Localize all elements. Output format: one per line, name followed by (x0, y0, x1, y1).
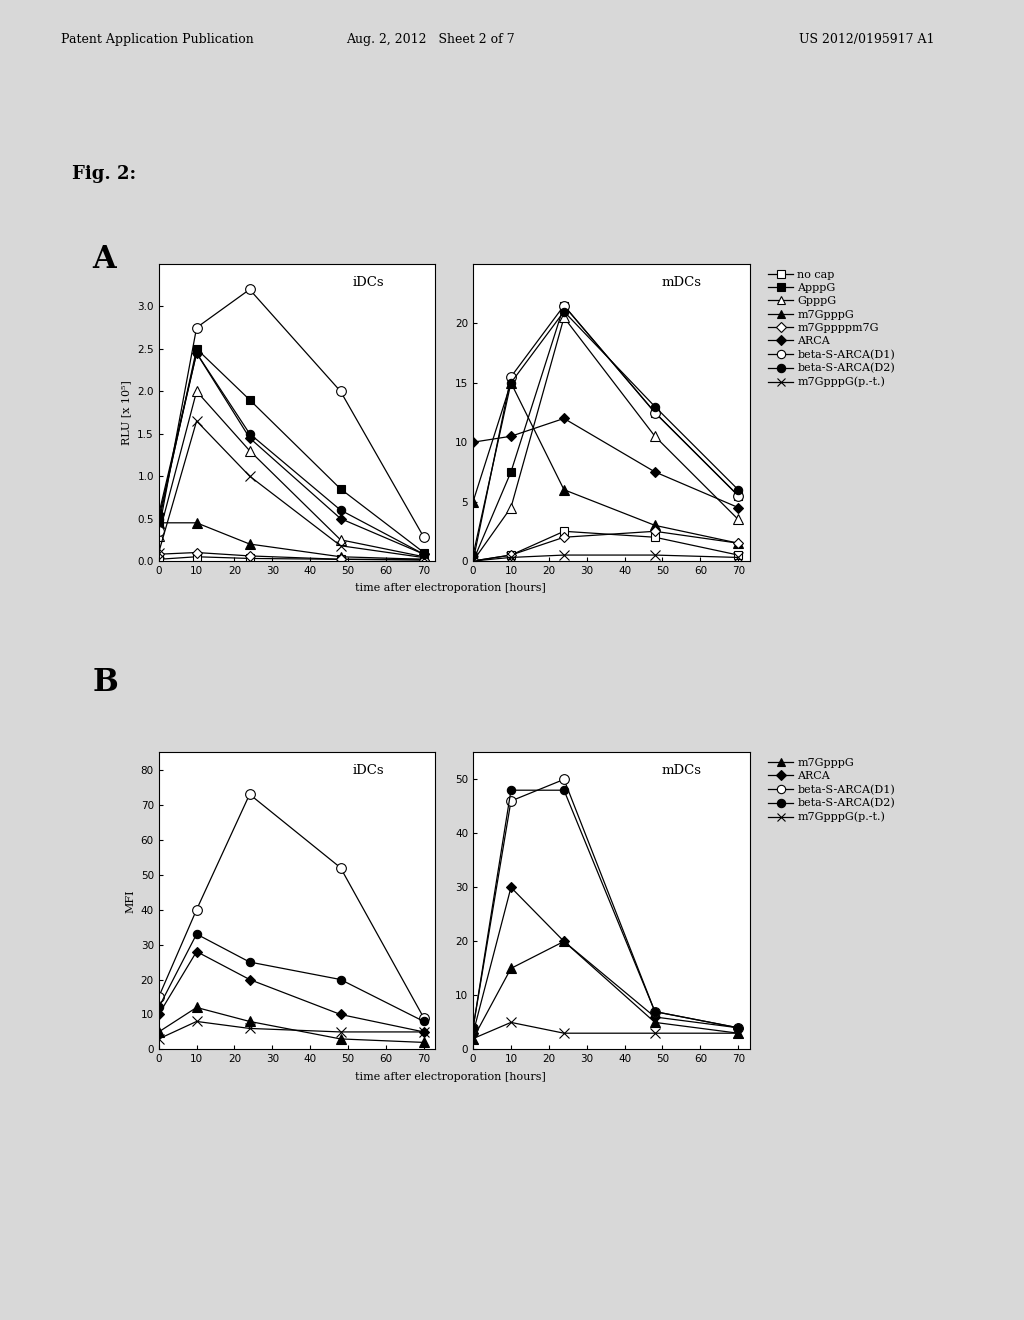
Text: time after electroporation [hours]: time after electroporation [hours] (355, 583, 546, 594)
Y-axis label: MFI: MFI (125, 890, 135, 912)
Text: B: B (92, 667, 118, 697)
Text: US 2012/0195917 A1: US 2012/0195917 A1 (799, 33, 934, 46)
Text: Fig. 2:: Fig. 2: (72, 165, 136, 183)
Text: Aug. 2, 2012   Sheet 2 of 7: Aug. 2, 2012 Sheet 2 of 7 (346, 33, 514, 46)
Text: Patent Application Publication: Patent Application Publication (61, 33, 254, 46)
Text: A: A (92, 244, 116, 275)
Y-axis label: RLU [x 10⁵]: RLU [x 10⁵] (122, 380, 132, 445)
Text: mDCs: mDCs (662, 276, 701, 289)
Legend: m7GpppG, ARCA, beta-S-ARCA(D1), beta-S-ARCA(D2), m7GpppG(p.-t.): m7GpppG, ARCA, beta-S-ARCA(D1), beta-S-A… (768, 758, 895, 822)
Text: iDCs: iDCs (352, 276, 384, 289)
Text: mDCs: mDCs (662, 764, 701, 777)
Text: time after electroporation [hours]: time after electroporation [hours] (355, 1072, 546, 1082)
Text: iDCs: iDCs (352, 764, 384, 777)
Legend: no cap, ApppG, GpppG, m7GpppG, m7Gppppm7G, ARCA, beta-S-ARCA(D1), beta-S-ARCA(D2: no cap, ApppG, GpppG, m7GpppG, m7Gppppm7… (768, 269, 895, 387)
